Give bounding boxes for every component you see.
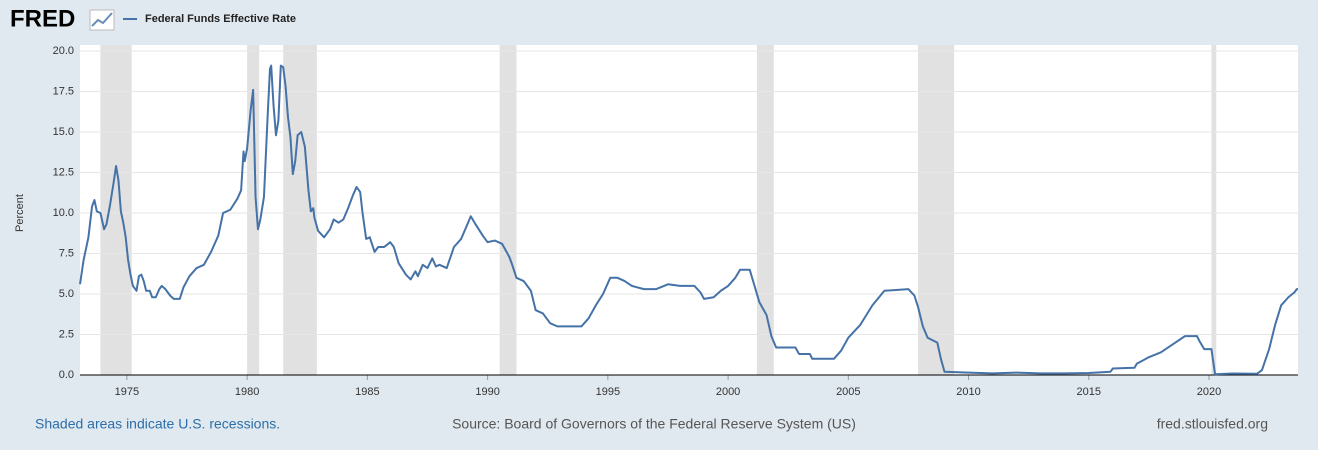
x-tick-label: 1980 xyxy=(235,386,259,398)
recession-band xyxy=(918,45,955,375)
x-tick-label: 2000 xyxy=(716,386,740,398)
legend-label: Federal Funds Effective Rate xyxy=(145,13,296,25)
y-tick-label: 0.0 xyxy=(59,369,74,381)
x-tick-label: 2005 xyxy=(836,386,860,398)
x-tick-label: 1995 xyxy=(596,386,620,398)
recession-note[interactable]: Shaded areas indicate U.S. recessions. xyxy=(35,416,280,432)
plot-area xyxy=(80,45,1298,375)
recession-band xyxy=(1211,45,1217,375)
logo: FRED xyxy=(10,5,75,32)
y-axis-label: Percent xyxy=(14,194,26,232)
x-tick-label: 1985 xyxy=(355,386,379,398)
y-tick-label: 12.5 xyxy=(53,166,74,178)
x-tick-label: 2015 xyxy=(1077,386,1101,398)
x-tick-label: 2010 xyxy=(956,386,980,398)
y-tick-label: 20.0 xyxy=(53,45,74,57)
recession-band xyxy=(100,45,132,375)
x-tick-label: 2020 xyxy=(1197,386,1221,398)
y-tick-label: 10.0 xyxy=(53,207,74,219)
recession-band xyxy=(756,45,774,375)
logo-icon xyxy=(89,9,115,31)
site-url[interactable]: fred.stlouisfed.org xyxy=(1157,416,1268,432)
data-line xyxy=(79,64,1298,376)
y-tick-label: 2.5 xyxy=(59,328,74,340)
x-tick-label: 1990 xyxy=(475,386,499,398)
x-tick-label: 1975 xyxy=(115,386,139,398)
y-tick-label: 17.5 xyxy=(53,85,74,97)
recession-band xyxy=(499,45,517,375)
y-tick-label: 15.0 xyxy=(53,126,74,138)
y-tick-label: 7.5 xyxy=(59,247,74,259)
source: Source: Board of Governors of the Federa… xyxy=(452,416,856,432)
recession-band xyxy=(247,45,260,375)
y-tick-label: 5.0 xyxy=(59,288,74,300)
